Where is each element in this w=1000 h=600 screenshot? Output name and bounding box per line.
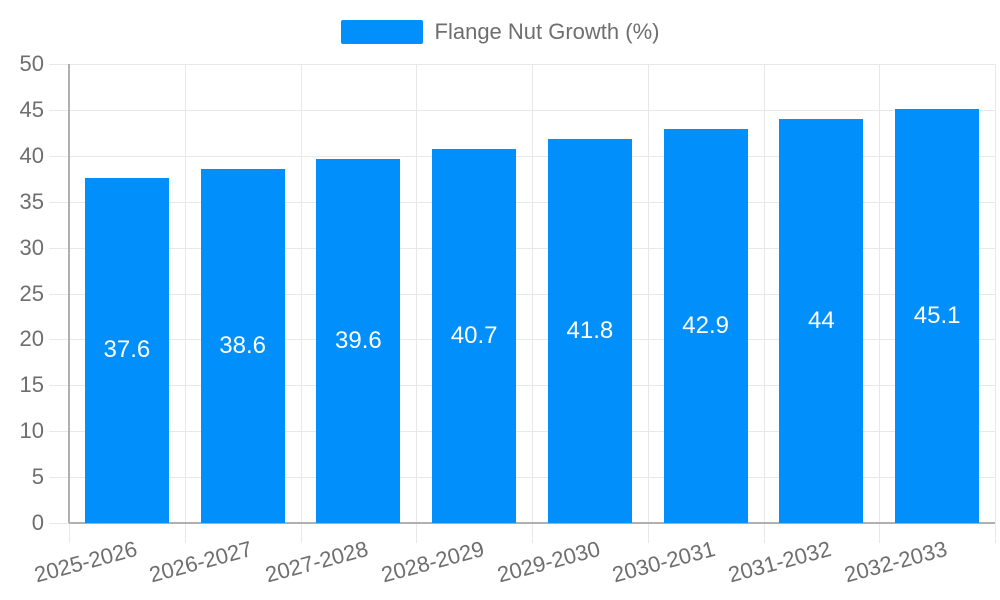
h-gridline [49,155,995,157]
v-gridline [184,64,186,523]
x-axis-label: 2027-2028 [262,536,371,588]
x-axis-tick [416,523,418,543]
v-gridline [300,64,302,523]
y-axis-label: 10 [19,418,44,444]
bar[interactable] [547,139,632,523]
bar-value-label: 41.8 [566,317,614,345]
y-axis-label: 40 [19,142,44,168]
bar[interactable] [895,108,980,523]
x-axis-label: 2029-2030 [494,536,603,588]
v-gridline [416,64,418,523]
y-axis-label: 35 [19,188,44,214]
bar-value-label: 45.1 [913,301,961,329]
bar[interactable] [663,129,748,523]
h-gridline [49,64,995,65]
x-axis-label: 2028-2029 [378,536,487,588]
x-axis-tick [69,523,70,543]
h-gridline [49,201,995,203]
h-gridline [49,385,995,387]
x-axis-tick [184,523,186,543]
y-axis-label: 30 [19,234,44,260]
bar-value-label: 40.7 [450,322,498,350]
h-gridline [49,431,995,433]
x-axis-line [69,522,995,524]
x-axis-label: 2025-2026 [31,536,140,588]
legend-swatch [340,20,423,44]
y-axis-label: 5 [31,464,44,490]
h-gridline [49,477,995,479]
bar[interactable] [84,177,169,523]
bar[interactable] [316,159,401,523]
bar-value-label: 44 [808,307,835,335]
v-gridline [879,64,881,523]
h-gridline [49,293,995,295]
bar-value-label: 42.9 [682,312,729,340]
v-gridline [532,64,533,523]
legend-label: Flange Nut Growth (%) [434,19,660,44]
h-gridline [49,247,995,249]
h-gridline [49,339,995,341]
x-axis-tick [300,523,302,543]
x-axis-tick [532,523,533,543]
bar[interactable] [200,168,285,523]
x-axis-label: 2030-2031 [609,536,719,588]
legend[interactable]: Flange Nut Growth (%) [0,19,1000,45]
y-axis-label: 0 [31,510,44,535]
y-axis-label: 25 [19,280,44,306]
y-axis-label: 50 [19,51,44,76]
x-axis-label: 2032-2033 [841,536,950,588]
x-axis-tick [879,523,881,543]
v-gridline [763,64,765,523]
bar-value-label: 38.6 [219,331,266,359]
y-axis-label: 15 [19,372,44,398]
x-axis-label: 2031-2032 [725,536,834,588]
x-axis-tick [763,523,765,543]
x-axis-label: 2026-2027 [146,536,256,588]
y-axis-label: 20 [19,326,44,352]
v-gridline [995,64,996,523]
bar-value-label: 39.6 [335,327,382,355]
v-gridline [647,64,649,523]
h-gridline [49,109,995,111]
y-axis-label: 45 [19,96,44,122]
bar[interactable] [779,119,864,523]
bar[interactable] [432,149,517,523]
x-axis-tick [995,523,996,543]
bar-value-label: 37.6 [103,336,151,364]
y-axis-line [68,64,70,523]
x-axis-tick [647,523,649,543]
